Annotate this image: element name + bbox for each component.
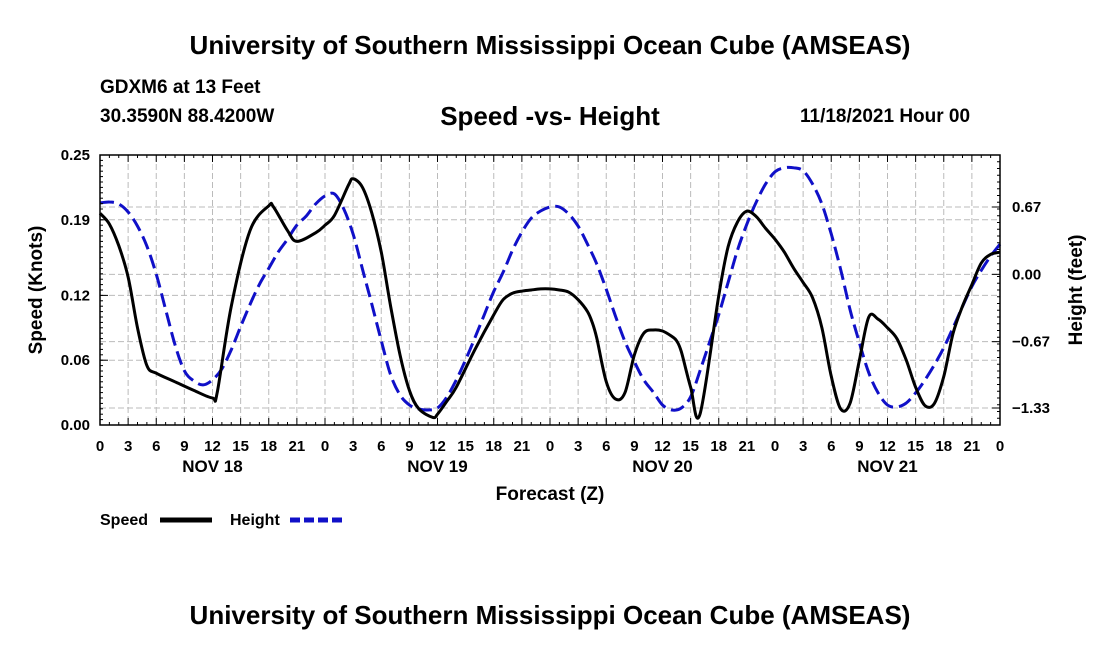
x-tick-label: 3 [799,438,807,455]
legend-speed-label: Speed [100,512,148,529]
x-tick-label: 12 [429,438,446,455]
x-tick-label: 0 [771,438,779,455]
x-tick-label: 21 [964,438,981,455]
x-day-label: NOV 18 [182,457,242,476]
speed-series-line [98,177,1001,420]
x-tick-label: 15 [232,438,249,455]
x-tick-label: 3 [349,438,357,455]
x-tick-label: 15 [907,438,924,455]
axis-labels: 0 3 6 9 12 15 18 21 0 3 6 9 12 15 18 21 0 3 6 9 12 15 18 21 0 3 6 9… [61,147,1050,476]
x-tick-label: 3 [124,438,132,455]
y-left-tick-label: 0.06 [61,352,90,369]
y-right-tick-label: −0.67 [1012,334,1050,351]
y-left-tick-label: 0.00 [61,417,90,434]
y-axis-right-title: Height (feet) [1066,235,1087,346]
x-tick-label: 0 [546,438,554,455]
forecast-datetime: 11/18/2021 Hour 00 [800,106,971,127]
chart-title-top: University of Southern Mississippi Ocean… [189,30,911,60]
x-tick-label: 6 [602,438,610,455]
x-tick-label: 18 [260,438,277,455]
x-tick-label: 15 [682,438,699,455]
x-tick-label: 12 [879,438,896,455]
x-tick-label: 0 [321,438,329,455]
coordinates-label: 30.3590N 88.4200W [100,106,275,127]
x-tick-label: 12 [204,438,221,455]
x-tick-label: 18 [710,438,727,455]
y-left-tick-label: 0.19 [61,212,90,229]
y-right-tick-label: 0.67 [1012,199,1041,216]
height-series-line [99,165,1002,412]
x-tick-label: 0 [96,438,104,455]
x-tick-label: 9 [405,438,413,455]
chart-subtitle: Speed -vs- Height [440,101,660,131]
y-axis-left-title: Speed (Knots) [26,226,47,355]
x-day-label: NOV 21 [857,457,917,476]
x-tick-label: 3 [574,438,582,455]
x-tick-label: 9 [855,438,863,455]
x-tick-label: 9 [630,438,638,455]
series-lines [98,165,1002,420]
y-right-tick-label: 0.00 [1012,266,1041,283]
x-tick-label: 21 [289,438,306,455]
x-tick-label: 6 [827,438,835,455]
legend-height-label: Height [230,512,280,529]
x-tick-label: 18 [935,438,952,455]
x-day-label: NOV 19 [407,457,467,476]
x-axis-title: Forecast (Z) [496,484,605,505]
x-tick-label: 9 [180,438,188,455]
x-tick-label: 18 [485,438,502,455]
x-tick-label: 6 [152,438,160,455]
chart-title-bottom: University of Southern Mississippi Ocean… [189,600,911,630]
y-left-tick-label: 0.25 [61,147,90,164]
x-tick-label: 15 [457,438,474,455]
x-tick-label: 21 [514,438,531,455]
y-left-tick-label: 0.12 [61,287,90,304]
y-right-tick-label: −1.33 [1012,400,1050,417]
x-tick-label: 0 [996,438,1004,455]
x-day-label: NOV 20 [632,457,692,476]
x-tick-label: 21 [739,438,756,455]
x-tick-label: 6 [377,438,385,455]
x-tick-label: 12 [654,438,671,455]
axis-ticks [99,154,1001,426]
station-label: GDXM6 at 13 Feet [100,77,261,98]
legend: Speed Height [100,512,342,529]
